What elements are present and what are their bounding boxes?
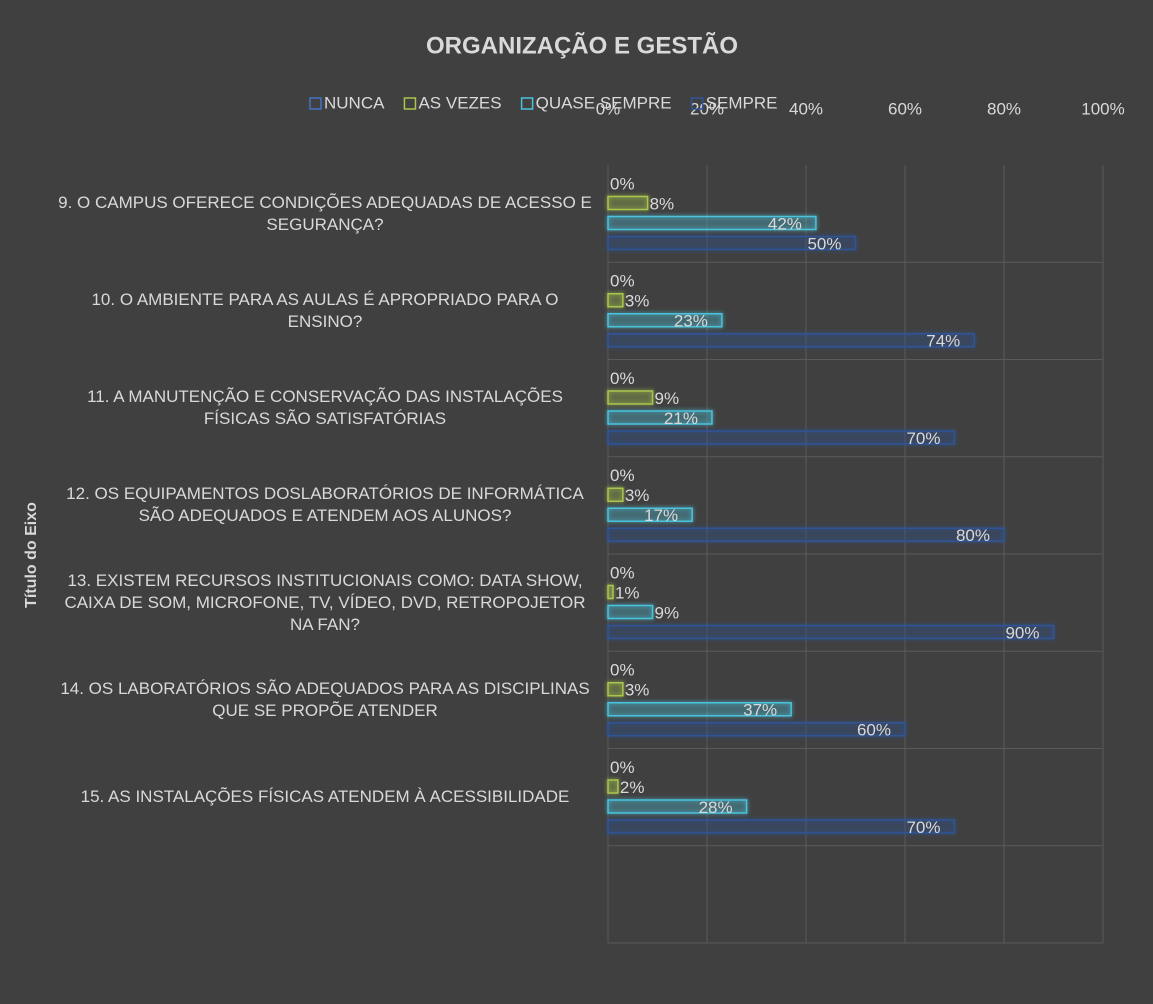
bar: [607, 507, 693, 522]
bar: [607, 584, 614, 600]
data-label: 0%: [610, 661, 635, 680]
data-label: 1%: [615, 583, 640, 602]
data-label: 0%: [610, 563, 635, 582]
bar: [607, 195, 649, 211]
data-label: 0%: [610, 272, 635, 291]
data-label: 60%: [857, 721, 891, 740]
data-label: 90%: [1005, 623, 1039, 642]
y-axis-label: Título do Eixo: [23, 502, 40, 608]
category-label: 12. OS EQUIPAMENTOS DOSLABORATÓRIOS DE I…: [66, 484, 584, 526]
data-label: 0%: [610, 466, 635, 485]
bar: [607, 604, 654, 620]
legend-swatch: [309, 97, 322, 110]
category-label: 14. OS LABORATÓRIOS SÃO ADEQUADOS PARA A…: [60, 678, 590, 720]
x-tick-label: 0%: [596, 99, 621, 118]
data-label: 28%: [699, 798, 733, 817]
category-label: 9. O CAMPUS OFERECE CONDIÇÕES ADEQUADAS …: [58, 192, 592, 234]
data-label: 8%: [650, 194, 675, 213]
data-label: 0%: [610, 174, 635, 193]
bar: [607, 215, 817, 231]
legend-swatch: [403, 97, 417, 110]
bar: [607, 702, 792, 717]
data-label: 42%: [768, 214, 802, 233]
data-label: 3%: [625, 486, 650, 505]
data-label: 37%: [743, 701, 777, 720]
x-tick-label: 20%: [690, 99, 724, 118]
bar: [607, 410, 713, 425]
bar: [607, 487, 624, 502]
data-label: 3%: [625, 681, 650, 700]
bar: [607, 799, 748, 814]
bar: [607, 527, 1005, 542]
legend-label: QUASE SEMPRE: [536, 93, 672, 112]
x-tick-label: 100%: [1081, 99, 1124, 118]
bar: [607, 390, 654, 405]
category-label: 15. AS INSTALAÇÕES FÍSICAS ATENDEM À ACE…: [80, 787, 570, 807]
category-label: 13. EXISTEM RECURSOS INSTITUCIONAIS COMO…: [64, 570, 586, 634]
bar: [607, 779, 619, 794]
category-label: 11. A MANUTENÇÃO E CONSERVAÇÃO DAS INSTA…: [87, 387, 563, 429]
bar: [607, 819, 956, 834]
bar: [607, 722, 906, 737]
x-tick-label: 80%: [987, 99, 1021, 118]
data-label: 17%: [644, 506, 678, 525]
data-label: 0%: [610, 369, 635, 388]
data-label: 23%: [674, 312, 708, 331]
data-label: 50%: [807, 234, 841, 253]
bar: [607, 313, 723, 328]
x-tick-label: 40%: [789, 99, 823, 118]
legend-swatch: [520, 97, 534, 110]
bar: [607, 333, 976, 348]
category-label: 10. O AMBIENTE PARA AS AULAS É APROPRIAD…: [91, 289, 559, 331]
data-label: 9%: [655, 603, 680, 622]
data-label: 2%: [620, 778, 645, 797]
data-label: 0%: [610, 758, 635, 777]
x-tick-label: 60%: [888, 99, 922, 118]
legend-swatch: [690, 97, 704, 110]
data-label: 70%: [906, 818, 940, 837]
chart-title: ORGANIZAÇÃO E GESTÃO: [426, 31, 738, 59]
data-label: 80%: [956, 526, 990, 545]
bar: [607, 293, 624, 308]
data-label: 21%: [664, 409, 698, 428]
legend-label: SEMPRE: [706, 93, 778, 112]
data-label: 9%: [655, 389, 680, 408]
bar: [607, 624, 1055, 640]
data-label: 74%: [926, 332, 960, 351]
data-label: 70%: [906, 429, 940, 448]
data-label: 3%: [625, 292, 650, 311]
bar: [607, 430, 956, 445]
bar: [607, 235, 857, 251]
legend-label: AS VEZES: [418, 93, 501, 112]
legend-label: NUNCA: [324, 93, 385, 112]
bar: [607, 682, 624, 697]
